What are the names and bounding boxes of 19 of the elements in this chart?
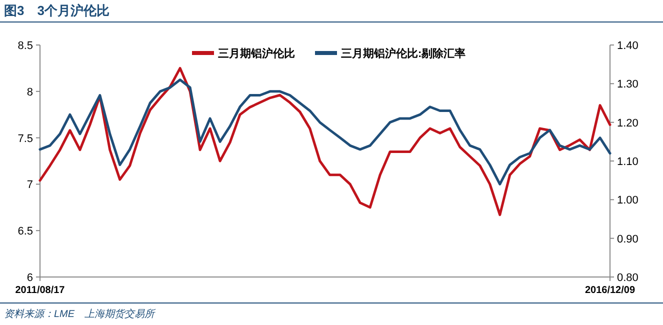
legend-label: 三月期铝沪伦比 [218,47,295,60]
y2-tick-label: 0.90 [617,233,638,246]
y-tick-label: 6 [26,272,33,284]
y2-tick-label: 1.30 [617,78,638,91]
y2-tick-label: 1.10 [617,156,638,168]
y2-tick-label: 0.80 [617,272,638,284]
y2-tick-label: 1.20 [617,117,638,130]
x-tick-label: 2011/08/17 [15,285,66,296]
y-tick-label: 8 [26,86,33,98]
y2-tick-label: 1.40 [617,40,638,52]
y-tick-label: 8.5 [18,40,33,52]
y-tick-label: 7 [26,179,33,192]
y-tick-label: 6.5 [18,226,33,238]
x-tick-label: 2016/12/09 [584,285,636,296]
y-tick-label: 7.5 [18,132,33,145]
text: 资料来源：LME 上海期货交易所 [4,308,157,320]
chart-title: 图3 3个月沪伦比 [4,3,110,18]
legend-label: 三月期铝沪伦比:剔除汇率 [341,47,466,60]
y2-tick-label: 1.00 [617,194,638,207]
